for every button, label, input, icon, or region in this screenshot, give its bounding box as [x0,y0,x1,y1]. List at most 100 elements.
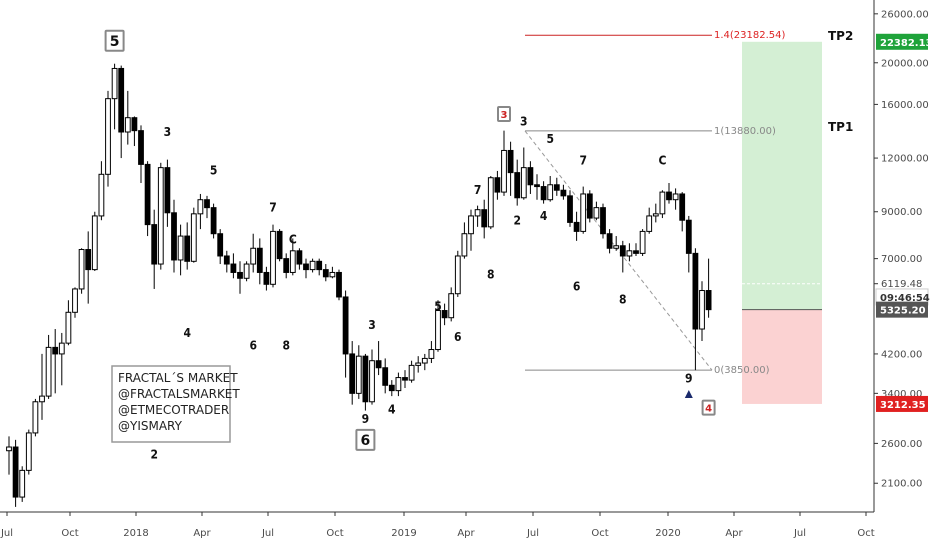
candle-body-97 [646,215,653,232]
candle-body-24 [164,167,171,214]
candle-body-25 [171,212,177,261]
candle-58 [388,380,395,397]
candle-19 [131,116,138,147]
candle-body-101 [672,193,679,201]
candle-body-51 [342,296,349,355]
candle-body-13 [91,215,98,271]
candle-body-15 [105,98,111,175]
candle-body-70 [468,215,474,235]
candle-body-20 [138,130,144,165]
wave-label-12: 6 [454,330,462,344]
fib-label-0: 1.4(23182.54) [714,30,786,41]
candle-62 [415,356,422,373]
candle-5 [39,353,45,420]
candle-body-0 [6,446,12,452]
candle-73 [487,176,494,230]
y-tick-label-2: 16000.00 [881,100,929,111]
boxed-label-1: 6 [361,433,371,449]
price-tag-box-3 [876,395,928,412]
candle-body-99 [659,191,666,215]
candle-86 [573,211,580,241]
candle-body-84 [560,189,567,197]
candle-body-6 [45,346,52,397]
candle-body-63 [421,357,428,364]
candle-33 [223,250,230,273]
candle-22 [151,209,158,289]
credit-line-0: FRACTAL´S MARKET [118,371,238,385]
candle-79 [527,161,534,194]
target-label-0: TP2 [828,29,853,43]
x-tick-label-1: Oct [61,528,78,539]
x-tick-label-6: 2019 [391,528,416,539]
credit-line-1: @FRACTALSMARKET [118,387,240,401]
candle-body-29 [197,199,204,215]
candle-body-39 [263,271,270,285]
candle-body-19 [131,117,138,132]
candle-body-92 [613,245,620,249]
candle-30 [204,195,210,219]
wave-label-22: C [658,153,666,167]
candle-body-28 [190,213,197,262]
candle-body-26 [177,235,184,261]
candle-75 [501,130,507,196]
wave-label-14: 8 [487,267,495,281]
candle-body-48 [322,269,329,278]
candle-94 [626,243,633,262]
wave-label-5: 7 [269,201,277,215]
candle-body-57 [382,367,389,386]
candle-body-46 [309,260,316,271]
candle-body-58 [388,384,395,392]
candle-27 [184,222,191,270]
candle-body-78 [520,167,527,199]
candle-32 [217,229,224,265]
up-arrow-marker [684,389,693,398]
candle-body-64 [428,349,435,359]
candle-body-60 [402,377,408,381]
candle-42 [283,253,290,279]
candle-body-52 [349,353,356,394]
price-tag-0: 22382.13 [880,38,932,49]
candle-84 [560,184,567,200]
candle-body-34 [230,263,237,273]
candle-96 [639,229,646,256]
candle-67 [448,287,455,322]
candle-14 [98,161,105,221]
candle-body-9 [65,311,72,344]
candle-body-18 [124,117,131,133]
candle-69 [461,222,468,259]
candle-48 [322,264,329,282]
candle-97 [646,207,653,234]
candle-41 [276,229,283,262]
candle-body-53 [355,355,362,394]
candle-74 [494,170,501,200]
wave-label-23: 9 [685,372,693,386]
candle-body-66 [441,310,448,319]
candle-102 [679,192,686,232]
candle-body-56 [375,360,382,369]
candle-body-90 [600,207,606,235]
fib-label-1: 1(13880.00) [714,126,776,137]
candle-body-3 [25,432,32,471]
wave-label-0: 2 [150,447,158,461]
candle-70 [468,209,474,251]
candle-44 [296,248,303,270]
candle-100 [666,182,672,204]
candle-61 [408,360,415,383]
candle-body-80 [534,184,540,188]
y-tick-label-1: 20000.00 [881,58,929,69]
candle-body-55 [369,360,375,403]
candle-15 [105,90,111,187]
candle-103 [685,215,692,273]
candle-body-94 [626,250,633,257]
x-tick-label-2: 2018 [123,528,148,539]
wave-label-9: 3 [368,318,376,332]
candle-3 [25,429,32,475]
candle-28 [190,207,197,263]
y-tick-label-9: 2600.00 [881,439,922,450]
candle-49 [329,266,336,279]
candle-104 [692,248,699,371]
candle-body-41 [276,230,283,260]
candle-body-62 [415,362,422,366]
candle-body-31 [210,207,217,235]
